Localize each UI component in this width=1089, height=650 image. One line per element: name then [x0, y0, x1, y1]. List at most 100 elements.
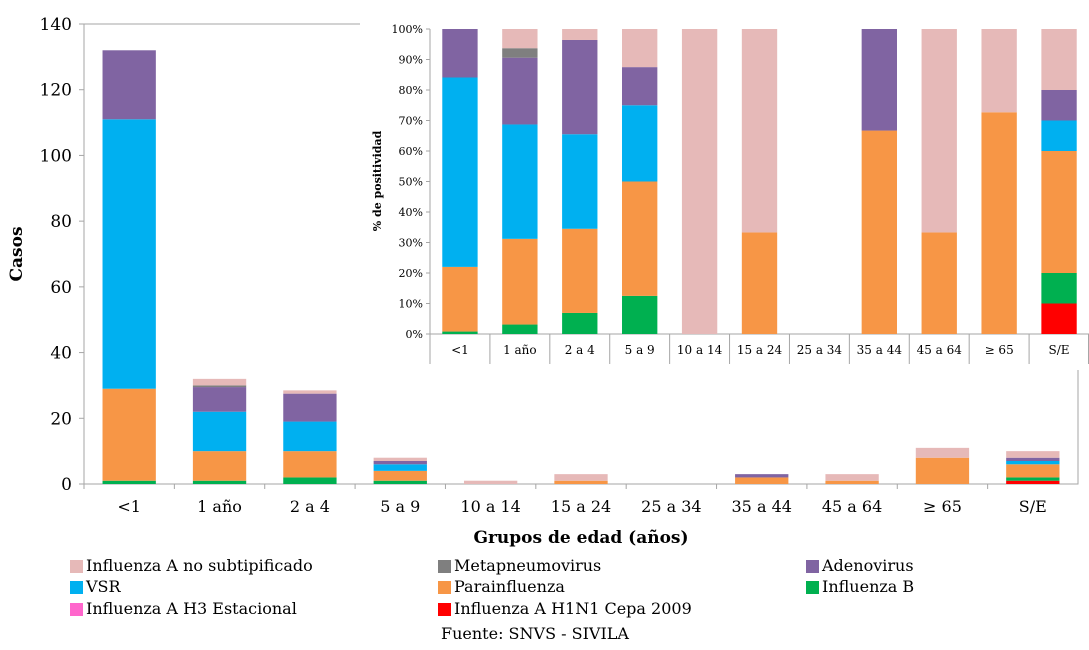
legend-swatch [806, 580, 819, 594]
inset-x-tick-label: 5 a 9 [625, 343, 655, 357]
inset-bar-segment [622, 181, 658, 296]
bar-segment [102, 480, 156, 484]
bar-segment [1006, 457, 1060, 461]
inset-bar-segment [442, 29, 478, 78]
inset-chart: 0% 10% 20% 30% 40% 50% 60% 70% 80% 90% 100% <1 1 año… [360, 15, 1089, 370]
bar-segment [1006, 464, 1060, 478]
bar-segment [192, 387, 247, 412]
legend-label: Parainfluenza [454, 577, 565, 596]
inset-bar-segment [622, 105, 658, 182]
main-chart: 0 20 40 60 80 100 120 140 <1 1 año 2 a 4 5 a 9 10 a … [7, 15, 1079, 548]
y-tick-label: 60 [50, 278, 72, 298]
inset-x-tick-label: ≥ 65 [985, 343, 1014, 357]
y-tick-label: 20 [50, 409, 72, 429]
legend-swatch [438, 602, 451, 616]
legend-item-adenovirus: Adenovirus [806, 558, 914, 574]
inset-bar-segment [1041, 273, 1077, 304]
y-tick-label: 100 [40, 146, 72, 166]
x-tick-label: ≥ 65 [923, 497, 962, 516]
legend-swatch [806, 559, 819, 573]
legend-swatch [438, 559, 451, 573]
x-axis-label: Grupos de edad (años) [473, 528, 688, 548]
x-tick-label: 5 a 9 [380, 497, 420, 516]
legend-label: Influenza A no subtipificado [86, 556, 313, 575]
inset-y-tick-label: 70% [399, 115, 423, 128]
bar-segment [915, 457, 970, 484]
inset-bar-segment [562, 29, 598, 40]
y-tick-label: 80 [50, 212, 72, 232]
bar-segment [1006, 480, 1060, 484]
x-tick-label: S/E [1019, 497, 1047, 516]
bar-segment [373, 470, 427, 481]
bar-segment [283, 390, 337, 394]
y-tick-label: 120 [40, 81, 72, 101]
inset-bar-segment [741, 232, 778, 334]
inset-bar-segment [681, 29, 718, 334]
inset-bar-segment [502, 324, 538, 334]
bar-segment [102, 388, 156, 481]
inset-bar-segment [861, 130, 897, 334]
inset-bar-segment [861, 29, 897, 131]
bar-segment [554, 474, 608, 481]
legend-item-influenza-b: Influenza B [806, 579, 914, 595]
inset-bar-segment [562, 39, 598, 135]
legend-label: Adenovirus [822, 556, 914, 575]
inset-x-tick-label: <1 [451, 343, 469, 357]
x-tick-label: 45 a 64 [822, 497, 882, 516]
legend-label: VSR [86, 577, 121, 596]
bar-segment [1006, 461, 1060, 465]
inset-y-tick-label: 30% [399, 237, 423, 250]
legend-item-metapneumovirus: Metapneumovirus [438, 558, 601, 574]
inset-bar-segment [622, 295, 658, 334]
inset-bar-segment [502, 57, 538, 125]
inset-bar-segment [442, 266, 478, 332]
inset-y-tick-label: 100% [392, 23, 423, 36]
inset-bar-segment [502, 124, 538, 239]
bar-segment [192, 411, 247, 452]
bar-segment [102, 119, 156, 389]
inset-y-tick-label: 10% [399, 298, 423, 311]
x-tick-label: 1 año [197, 497, 242, 516]
bar-segment [283, 451, 337, 478]
inset-x-tick-label: 10 a 14 [677, 343, 723, 357]
inset-x-tick-label: 45 a 64 [917, 343, 963, 357]
legend-label: Influenza B [822, 577, 915, 596]
legend-item-parainfluenza: Parainfluenza [438, 579, 565, 595]
inset-bar-segment [502, 29, 538, 49]
inset-bar-segment [562, 134, 598, 229]
legend-item-influenza-a-h3: Influenza A H3 Estacional [70, 601, 297, 617]
bar-segment [192, 480, 247, 484]
x-tick-label: 35 a 44 [732, 497, 792, 516]
x-tick-label: 15 a 24 [551, 497, 611, 516]
inset-x-tick-label: 25 a 34 [797, 343, 843, 357]
inset-bar-segment [1041, 120, 1077, 151]
bar-segment [825, 474, 879, 481]
bar-segment [373, 464, 427, 471]
legend-label: Metapneumovirus [454, 556, 602, 575]
bar-segment [192, 378, 247, 386]
inset-bar-segment [921, 29, 957, 233]
inset-bar-segment [562, 312, 598, 334]
inset-bar-segment [502, 238, 538, 325]
bar-segment [192, 451, 247, 481]
inset-y-tick-label: 40% [399, 206, 423, 219]
x-tick-label: <1 [117, 497, 141, 516]
inset-x-tick-label: 15 a 24 [737, 343, 783, 357]
legend-item-influenza-a-no-subtipificado: Influenza A no subtipificado [70, 558, 313, 574]
legend-swatch [70, 559, 83, 573]
inset-bar-segment [741, 29, 778, 233]
inset-bar-segment [622, 29, 658, 68]
inset-y-tick-label: 80% [399, 84, 423, 97]
legend: Influenza A no subtipificado Metapneumov… [70, 555, 1080, 625]
bar-segment [1006, 451, 1060, 458]
x-tick-label: 25 a 34 [641, 497, 701, 516]
y-tick-label: 0 [61, 475, 72, 495]
bar-segment [825, 480, 879, 484]
inset-bar-segment [442, 77, 478, 267]
inset-bar-segment [1041, 303, 1077, 334]
inset-bar-segment [1041, 90, 1077, 121]
inset-x-tick-label: S/E [1049, 343, 1070, 357]
inset-background [360, 15, 1089, 370]
x-tick-label: 2 a 4 [290, 497, 330, 516]
y-axis-label: Casos [7, 226, 27, 281]
